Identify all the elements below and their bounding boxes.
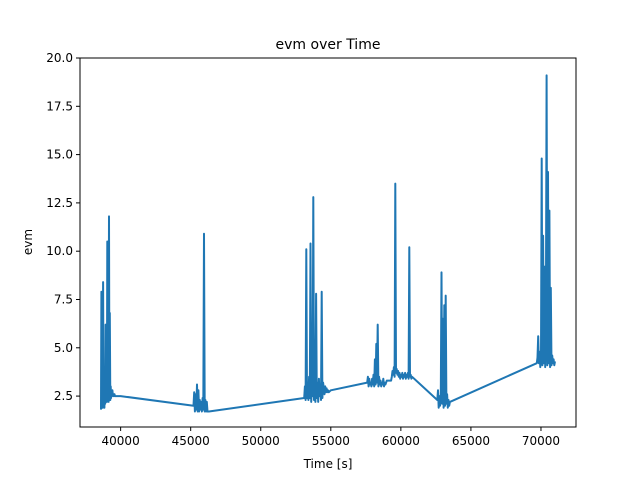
y-tick-label: 15.0 <box>46 148 73 162</box>
y-tick-label: 7.5 <box>54 292 73 306</box>
y-tick-label: 12.5 <box>46 196 73 210</box>
x-axis-label: Time [s] <box>303 457 353 471</box>
x-tick-label: 60000 <box>382 434 420 448</box>
x-tick-label: 65000 <box>452 434 490 448</box>
x-tick-label: 70000 <box>522 434 560 448</box>
x-tick-label: 55000 <box>312 434 350 448</box>
series-line <box>100 74 556 413</box>
x-tick-label: 50000 <box>242 434 280 448</box>
y-tick-label: 20.0 <box>46 51 73 65</box>
y-axis: 2.5 5.0 7.5 10.0 12.5 15.0 17.5 20.0 <box>46 51 80 403</box>
x-tick-label: 40000 <box>102 434 140 448</box>
x-axis: 40000 45000 50000 55000 60000 65000 70000 <box>102 427 560 448</box>
y-tick-label: 5.0 <box>54 341 73 355</box>
y-tick-label: 10.0 <box>46 244 73 258</box>
chart-title: evm over Time <box>276 37 381 53</box>
y-axis-label: evm <box>21 229 35 255</box>
y-tick-label: 2.5 <box>54 389 73 403</box>
y-tick-label: 17.5 <box>46 99 73 113</box>
plot-series <box>100 74 556 413</box>
axes-frame <box>79 57 577 428</box>
x-tick-label: 45000 <box>172 434 210 448</box>
